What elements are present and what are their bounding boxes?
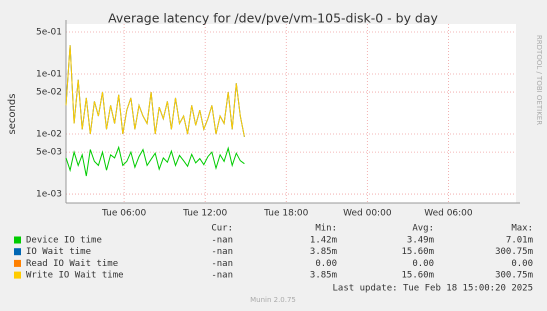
summary-value: 3.85m [310, 271, 337, 281]
plot-area [66, 24, 516, 203]
summary-value: -nan [211, 271, 233, 281]
summary-value: 3.49m [407, 236, 434, 246]
series-line [65, 145, 245, 177]
summary-value: 0.00 [315, 259, 337, 269]
side-text: RRDTOOL / TOBI OETIKER [535, 35, 543, 125]
x-tick-label: Wed 00:00 [343, 209, 392, 219]
summary-value: -nan [211, 247, 233, 257]
legend-label: IO Wait time [26, 247, 91, 257]
summary-value: 0.00 [511, 259, 533, 269]
chart-title: Average latency for /dev/pve/vm-105-disk… [108, 11, 438, 26]
y-tick-label: 1e-02 [36, 130, 62, 140]
summary-value: 300.75m [495, 247, 533, 257]
summary-value: 15.60m [401, 271, 434, 281]
footer: Munin 2.0.75 [250, 296, 296, 304]
summary-header: Cur: [211, 224, 233, 234]
legend-swatch [14, 259, 21, 267]
summary-value: 15.60m [401, 247, 434, 257]
summary-header: Min: [315, 224, 337, 234]
legend-swatch [14, 236, 21, 244]
legend-swatch [14, 271, 21, 279]
legend-label: Write IO Wait time [26, 271, 124, 281]
summary-value: 0.00 [412, 259, 434, 269]
y-tick-label: 1e-03 [36, 190, 62, 200]
last-update: Last update: Tue Feb 18 15:00:20 2025 [333, 284, 533, 294]
series-line [65, 45, 245, 137]
legend-swatch [14, 248, 21, 256]
summary-value: 300.75m [495, 271, 533, 281]
summary-header: Avg: [412, 224, 434, 234]
legend-label: Read IO Wait time [26, 259, 118, 269]
y-axis-label: seconds [7, 94, 18, 135]
x-tick-label: Wed 06:00 [424, 209, 473, 219]
x-tick-label: Tue 12:00 [182, 209, 227, 219]
legend-label: Device IO time [26, 236, 102, 246]
y-tick-label: 5e-02 [36, 88, 62, 98]
x-tick-label: Tue 18:00 [263, 209, 308, 219]
summary-value: 1.42m [310, 236, 337, 246]
summary-header: Max: [511, 224, 533, 234]
summary-value: 3.85m [310, 247, 337, 257]
summary-value: 7.01m [506, 236, 533, 246]
y-tick-label: 5e-01 [36, 28, 62, 38]
y-tick-label: 1e-01 [36, 69, 62, 79]
summary-value: -nan [211, 259, 233, 269]
x-tick-label: Tue 06:00 [101, 209, 146, 219]
summary-value: -nan [211, 236, 233, 246]
y-tick-label: 5e-03 [36, 148, 62, 158]
